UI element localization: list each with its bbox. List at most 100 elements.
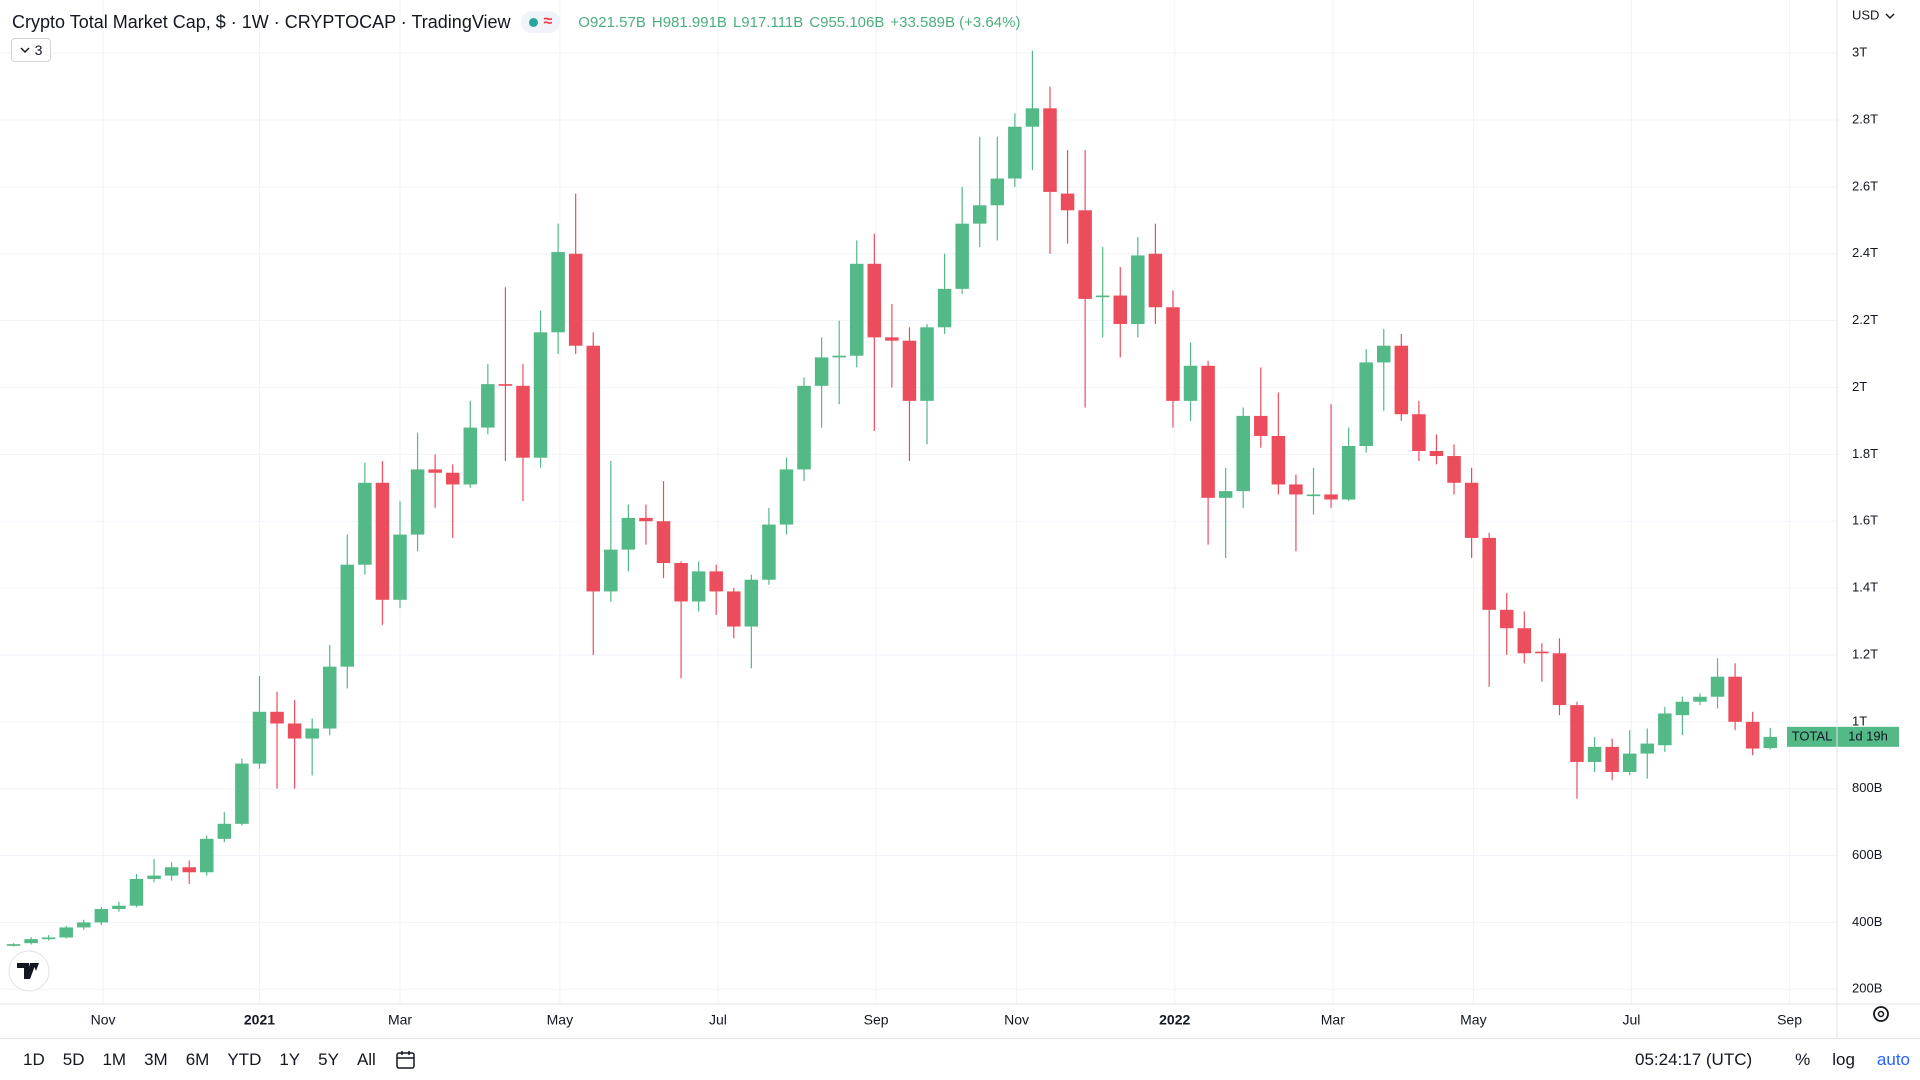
candle-body — [1763, 736, 1777, 749]
candle-body — [1658, 713, 1672, 746]
price-tick-label: 200B — [1852, 981, 1882, 996]
candle-body — [621, 517, 636, 550]
price-tick-label: 2.4T — [1852, 245, 1878, 260]
candles — [6, 50, 1777, 947]
candle-body — [937, 288, 952, 328]
candle-body — [182, 867, 196, 873]
candle-body — [832, 355, 846, 358]
indicators-toggle[interactable]: 3 — [11, 38, 51, 62]
time-tick-label: May — [547, 1012, 573, 1028]
candle-body — [1060, 193, 1075, 211]
candle-body — [639, 517, 653, 522]
range-button[interactable]: 6M — [185, 1050, 210, 1069]
candle-body — [1377, 345, 1391, 363]
tv-logo — [8, 950, 50, 992]
range-button[interactable]: 5D — [62, 1050, 85, 1069]
candle-body — [59, 927, 73, 938]
candle-body — [305, 728, 319, 739]
range-button[interactable]: 1Y — [279, 1050, 301, 1069]
candle-body — [955, 223, 969, 289]
legend-value: 981.991B — [662, 13, 727, 31]
legend-value: 955.106B — [820, 13, 885, 31]
candle-body — [1710, 676, 1725, 697]
candle-body — [147, 875, 161, 879]
status-wave: ≈ — [543, 13, 553, 30]
candle-body — [744, 579, 759, 627]
candle-body — [393, 534, 407, 600]
candle-body — [1008, 126, 1022, 179]
candle-body — [287, 723, 302, 739]
candle-body — [1166, 307, 1180, 401]
range-button[interactable]: 1M — [102, 1050, 127, 1069]
range-button[interactable]: All — [356, 1050, 376, 1069]
candle-body — [1535, 651, 1549, 654]
candle-body — [1605, 746, 1619, 772]
price-tick-label: 400B — [1852, 914, 1882, 929]
time-tick-label: Nov — [91, 1012, 116, 1028]
candle-body — [1622, 753, 1637, 772]
candle-body — [481, 384, 495, 428]
scale-option[interactable]: auto — [1876, 1050, 1910, 1069]
symbol-title[interactable]: Crypto Total Market Cap, $ · 1W · CRYPTO… — [12, 11, 511, 32]
candle-body — [1570, 705, 1584, 762]
candle-body — [41, 937, 56, 940]
candle-body — [920, 327, 934, 401]
candle-body — [94, 909, 109, 923]
candle-body — [972, 205, 987, 224]
range-button[interactable]: 1D — [23, 1050, 45, 1069]
candle-body — [1359, 362, 1373, 446]
countdown: 1d 19h — [1848, 728, 1888, 743]
candle-body — [1394, 345, 1409, 415]
legend-key: O — [578, 13, 590, 31]
candle-body — [217, 823, 232, 839]
candle-body — [1201, 365, 1215, 498]
bottom-toolbar: 1D 5D 1M 3M 6M YTD 1Y 5Y All 05:24:17 (UTC) % log… — [0, 1038, 1920, 1080]
legend-key: H — [651, 13, 663, 31]
candle-body — [1324, 494, 1338, 500]
price-tick-label: 2T — [1852, 379, 1867, 394]
candle-body — [533, 332, 548, 458]
currency-chevron — [1885, 13, 1895, 19]
candle-body — [235, 763, 249, 824]
scale-option[interactable]: log — [1832, 1050, 1855, 1069]
legend-change: +33.589B (+3.64%) — [890, 13, 1021, 31]
candle-body — [358, 482, 372, 565]
legend-item: C955.106B — [809, 14, 884, 31]
candle-body — [270, 711, 284, 724]
status-pill[interactable]: ≈ — [520, 11, 561, 33]
candle-body — [463, 427, 478, 485]
candle-body — [797, 385, 811, 470]
candle-body — [1289, 484, 1303, 495]
price-tick-label: 3T — [1852, 45, 1867, 60]
candle-body — [568, 253, 583, 346]
candle-body — [1078, 210, 1092, 299]
price-tick-label: 1.8T — [1852, 446, 1878, 461]
range-buttons: 1D 5D 1M 3M 6M YTD 1Y 5Y All — [14, 1039, 385, 1080]
legend-key: C — [809, 13, 821, 31]
legend-value: 917.111B — [741, 13, 804, 31]
candle-body — [1218, 491, 1233, 498]
candle-body — [850, 263, 864, 356]
candle-body — [1306, 494, 1321, 497]
range-button[interactable]: 5Y — [318, 1050, 339, 1069]
price-tick-label: 1.6T — [1852, 513, 1878, 528]
range-button[interactable]: 3M — [144, 1050, 168, 1069]
time-tick-label: Mar — [1321, 1012, 1345, 1028]
candle-body — [762, 524, 776, 580]
price-tick-label: 2.2T — [1852, 312, 1878, 327]
price-tick-label: 2.6T — [1852, 178, 1878, 193]
candle-body — [1728, 676, 1742, 722]
candle-body — [200, 838, 214, 873]
clock[interactable]: 05:24:17 (UTC) — [1635, 1050, 1753, 1069]
scale-option[interactable]: % — [1795, 1050, 1811, 1069]
settings-gear[interactable] — [1873, 1006, 1889, 1022]
candle-body — [77, 922, 91, 928]
currency[interactable]: USD — [1852, 7, 1879, 22]
candle-body — [1464, 482, 1479, 538]
candle-body — [1447, 456, 1461, 483]
goto-date-icon[interactable] — [395, 1049, 417, 1071]
range-button[interactable]: YTD — [227, 1050, 262, 1069]
candle-body — [1412, 414, 1426, 452]
candle-body — [902, 340, 917, 401]
candle-body — [1131, 255, 1145, 324]
